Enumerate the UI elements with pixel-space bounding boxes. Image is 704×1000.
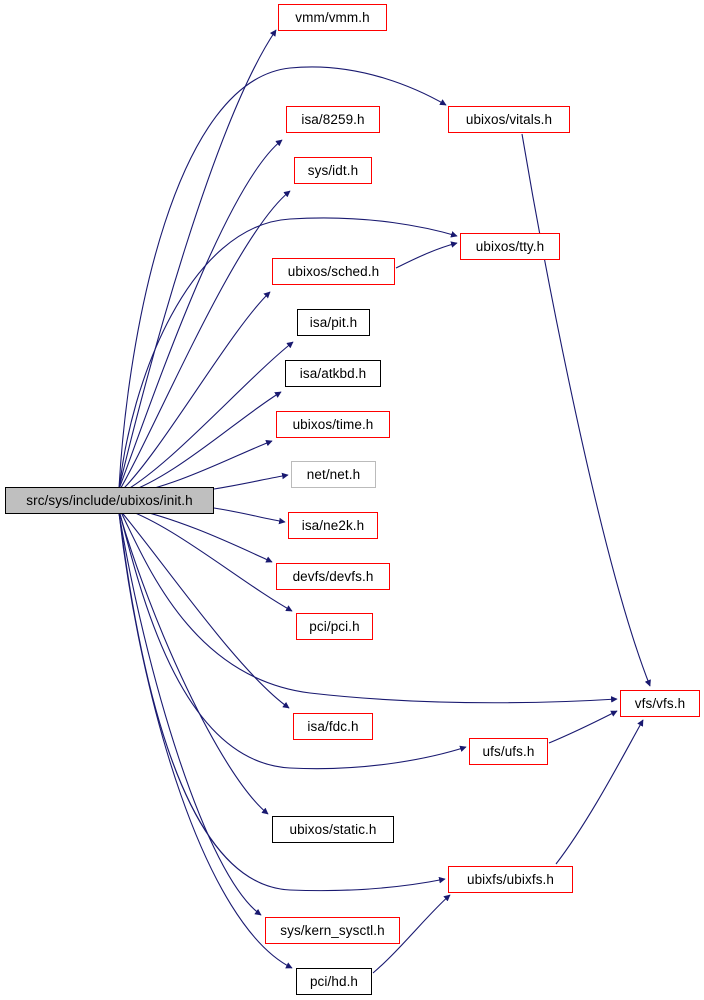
node-ubixfs-ubixfs-h[interactable]: ubixfs/ubixfs.h [448,866,573,893]
node-ubixos-vitals-h[interactable]: ubixos/vitals.h [448,106,570,133]
edge-hd-to-ubixfs [372,894,451,974]
node-ubixos-time-h[interactable]: ubixos/time.h [276,411,390,438]
edge-ufs-to-vfs [548,710,618,744]
node-label: vmm/vmm.h [295,9,370,25]
node-label: ubixos/sched.h [287,263,380,279]
edge-init-to-vitals [118,66,447,489]
edge-init-to-idt [118,190,291,492]
node-label: isa/atkbd.h [299,365,367,381]
node-label: ubixos/tty.h [475,238,545,254]
node-label: ubixfs/ubixfs.h [466,871,555,887]
node-devfs-devfs-h[interactable]: devfs/devfs.h [276,563,390,590]
node-label: devfs/devfs.h [292,568,374,584]
edge-init-to-vmm [118,29,277,489]
node-isa-ne2k-h[interactable]: isa/ne2k.h [288,512,378,539]
node-sys-idt-h[interactable]: sys/idt.h [294,157,372,184]
node-label: ubixos/static.h [289,821,377,837]
node-ubixos-tty-h[interactable]: ubixos/tty.h [460,233,560,260]
edge-init-to-kern-sysctl [118,512,262,916]
node-ubixos-static-h[interactable]: ubixos/static.h [272,816,394,843]
node-label: pci/pci.h [309,618,360,634]
edge-init-to-sched [118,291,271,494]
node-vmm-vmm-h[interactable]: vmm/vmm.h [278,4,387,31]
node-isa-8259-h[interactable]: isa/8259.h [286,106,380,133]
node-ufs-ufs-h[interactable]: ufs/ufs.h [469,738,548,765]
node-init[interactable]: src/sys/include/ubixos/init.h [5,487,214,514]
node-isa-fdc-h[interactable]: isa/fdc.h [293,713,373,740]
node-net-net-h[interactable]: net/net.h [291,461,376,488]
node-label: pci/hd.h [309,973,359,989]
edge-vitals-to-vfs [521,133,651,687]
edge-init-to-static [118,510,269,815]
node-label: isa/pit.h [309,314,358,330]
edge-init-to-pit [118,341,294,495]
node-label: isa/8259.h [301,111,365,127]
edge-init-to-hd [118,512,293,969]
edge-init-to-ufs [118,509,467,770]
node-vfs-vfs-h[interactable]: vfs/vfs.h [620,690,700,717]
node-label: vfs/vfs.h [634,695,686,711]
node-pci-pci-h[interactable]: pci/pci.h [296,613,373,640]
node-label: sys/kern_sysctl.h [280,922,385,938]
node-label: sys/idt.h [307,162,359,178]
node-label: ubixos/time.h [292,416,374,432]
edge-init-to-pci [118,506,293,612]
node-ubixos-sched-h[interactable]: ubixos/sched.h [272,258,395,285]
edge-sched-to-tty [395,241,458,269]
edge-init-to-vfs [118,507,618,704]
node-isa-pit-h[interactable]: isa/pit.h [297,309,370,336]
edge-ubixfs-to-vfs [555,719,644,865]
node-label: ufs/ufs.h [482,743,535,759]
node-sys-kern-sysctl-h[interactable]: sys/kern_sysctl.h [265,917,400,944]
node-label: net/net.h [306,466,361,482]
node-label: ubixos/vitals.h [465,111,553,127]
node-label: isa/ne2k.h [301,517,365,533]
edge-init-to-8259 [118,139,283,490]
edge-init-to-ne2k [213,507,286,525]
node-pci-hd-h[interactable]: pci/hd.h [296,968,372,995]
node-label: src/sys/include/ubixos/init.h [26,492,193,508]
edge-init-to-fdc [118,508,290,709]
node-label: isa/fdc.h [307,718,359,734]
edge-init-to-net [213,472,289,490]
node-isa-atkbd-h[interactable]: isa/atkbd.h [285,360,381,387]
edge-init-to-tty [118,217,458,493]
